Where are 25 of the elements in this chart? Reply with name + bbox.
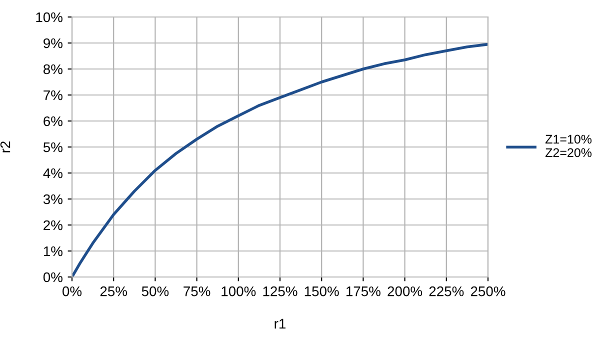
legend-label: Z1=10% Z2=20%: [545, 134, 592, 158]
y-tick-label: 7%: [44, 90, 62, 100]
x-tick-label: 0%: [62, 286, 82, 296]
y-tick-label: 4%: [43, 168, 62, 178]
x-tick-label: 150%: [304, 286, 339, 296]
x-tick-label: 100%: [222, 286, 256, 296]
y-tick-label: 3%: [43, 194, 62, 204]
x-tick-label: 250%: [470, 286, 506, 296]
x-tick-label: 25%: [100, 286, 128, 296]
x-axis-title: r1: [274, 318, 286, 328]
y-tick-label: 1%: [44, 246, 62, 256]
y-tick-label: 8%: [44, 64, 62, 74]
x-tick-label: 50%: [142, 286, 169, 296]
y-tick-label: 5%: [43, 142, 62, 152]
y-tick-label: 2%: [44, 220, 62, 230]
x-tick-label: 125%: [263, 286, 298, 296]
y-axis-title: r2: [0, 142, 10, 152]
x-tick-label: 200%: [388, 286, 422, 296]
x-tick-label: 75%: [184, 286, 210, 296]
x-tick-label: 175%: [346, 286, 380, 296]
y-tick-label: 6%: [44, 116, 62, 126]
y-tick-label: 10%: [36, 12, 62, 22]
y-tick-label: 9%: [44, 38, 62, 48]
x-tick-label: 225%: [429, 286, 464, 296]
y-tick-label: 0%: [43, 272, 62, 282]
